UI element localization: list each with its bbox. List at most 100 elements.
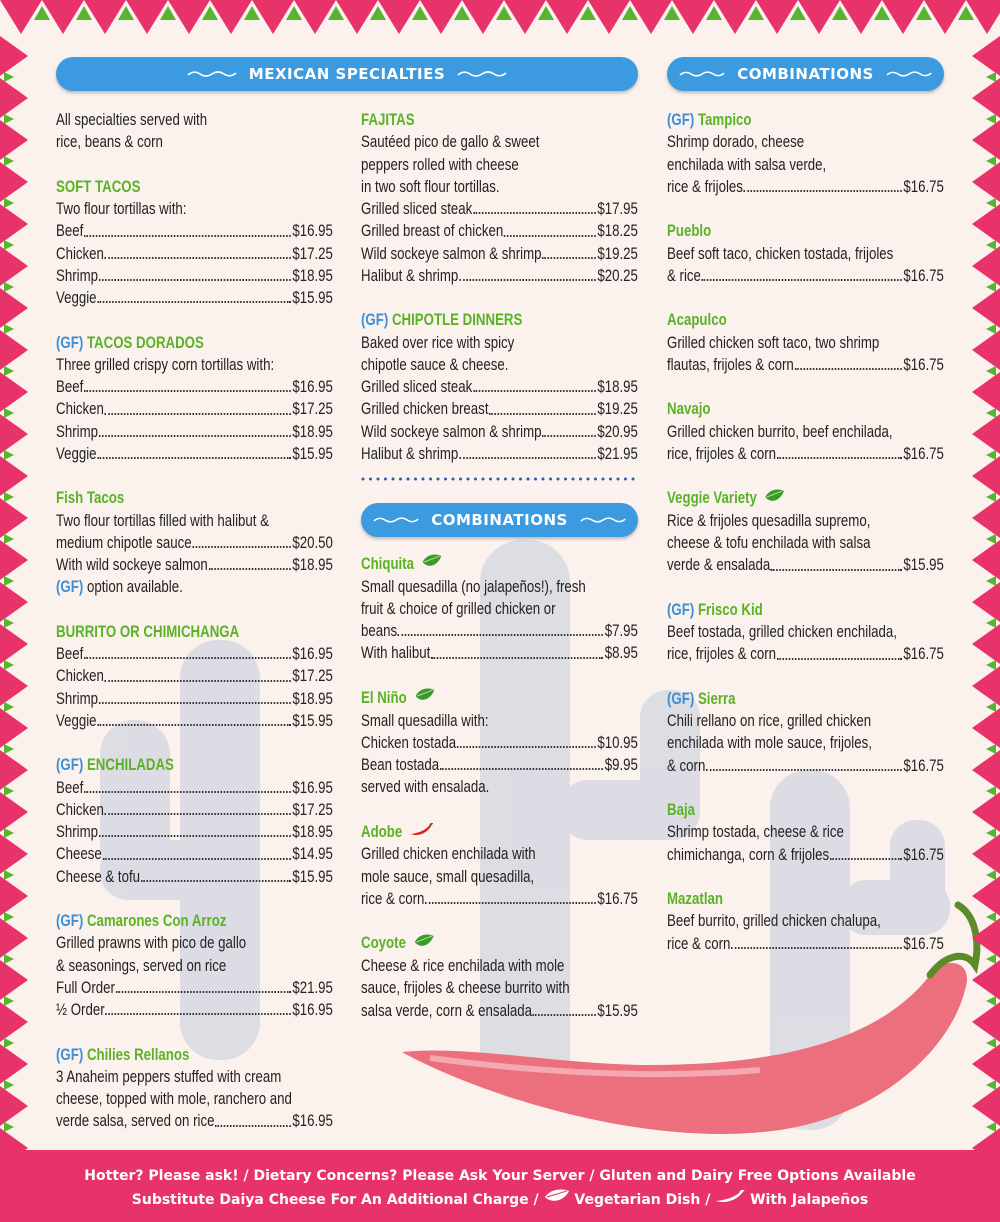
dot [391, 477, 395, 481]
triangle [972, 666, 1000, 706]
triangle [4, 912, 14, 922]
menu-item: Coyote Cheese & rice enchilada with mole s… [361, 932, 638, 1021]
triangle [966, 0, 1000, 34]
gf-tag: (GF) [56, 1044, 84, 1064]
row-label: Veggie [56, 443, 97, 463]
triangle [4, 1080, 14, 1090]
triangle [210, 0, 252, 34]
item-heading: Mazatlan [667, 888, 944, 910]
price: $15.95 [292, 288, 333, 307]
triangle [546, 0, 588, 34]
description: Shrimp tostada, cheese & rice [667, 822, 844, 842]
price: $17.95 [597, 199, 638, 218]
triangle [986, 618, 996, 628]
triangle [0, 0, 42, 34]
triangle [972, 498, 1000, 538]
triangle [986, 282, 996, 292]
triangle [986, 702, 996, 712]
item-name: El Niño [361, 687, 407, 707]
leader [98, 688, 291, 704]
leader [459, 265, 596, 281]
triangle [0, 162, 28, 202]
triangle [972, 918, 1000, 958]
item-name: Veggie Variety [667, 488, 757, 508]
leader [701, 265, 902, 281]
triangle [958, 6, 974, 20]
banner: MEXICAN SPECIALTIES [56, 57, 638, 91]
leaf-icon [544, 1189, 569, 1201]
triangle [4, 240, 14, 250]
triangle [972, 162, 1000, 202]
description: Beef burrito, grilled chicken chalupa, [667, 911, 881, 931]
price: $16.75 [903, 354, 944, 374]
triangle [0, 540, 28, 580]
footer-text: Vegetarian Dish / [574, 1192, 711, 1208]
gf-tag: (GF) [56, 332, 84, 352]
menu-item: (GF) ENCHILADAS Beef $16.95 Chicken $17.25 Sh… [56, 754, 333, 888]
footer-line: Substitute Daiya Cheese For An Additiona… [0, 1188, 1000, 1211]
triangle [286, 6, 302, 20]
price-row: & rice $16.75 [667, 265, 944, 287]
triangle [798, 0, 840, 34]
pepper-icon [410, 822, 434, 836]
description: Three grilled crispy corn tortillas with… [56, 354, 275, 374]
leader [84, 376, 291, 393]
dot [631, 477, 635, 481]
triangle [118, 6, 134, 20]
row-label: Cheese & tofu [56, 866, 141, 886]
leader [425, 888, 596, 905]
triangle [0, 372, 28, 412]
description: fruit & choice of grilled chicken or [361, 598, 556, 618]
gf-tag: (GF) [56, 577, 84, 597]
menu-item: (GF) Chilies Rellanos 3 Anaheim peppers s… [56, 1044, 333, 1133]
leader [706, 755, 902, 771]
triangle [0, 246, 28, 286]
triangle [972, 456, 1000, 496]
item-heading: Veggie Variety [667, 487, 944, 510]
item-heading: (GF) ENCHILADAS [56, 754, 333, 776]
price: $16.75 [903, 265, 944, 285]
row-label: Shrimp [56, 688, 99, 708]
banner-title: COMBINATIONS [431, 511, 568, 529]
dot [609, 477, 612, 481]
description: cheese & tofu enchilada with salsa [667, 533, 871, 553]
triangle [986, 450, 996, 460]
leader [439, 754, 604, 771]
wave [187, 71, 237, 77]
triangle [0, 120, 28, 160]
price-row: Beef $16.95 [56, 777, 333, 799]
triangle [4, 72, 14, 82]
price: $18.95 [292, 822, 333, 841]
item-heading: (GF) CHIPOTLE DINNERS [361, 309, 638, 331]
triangle [0, 834, 28, 874]
triangle [4, 324, 14, 334]
menu-item: Navajo Grilled chicken burrito, beef ench… [667, 398, 944, 465]
menu-item: All specialties served with rice, beans &… [56, 109, 333, 154]
item-heading: (GF) Camarones Con Arroz [56, 910, 333, 932]
triangle [4, 156, 14, 166]
price-row: Shrimp $18.95 [56, 821, 333, 843]
item-name: Fish Tacos [56, 488, 125, 508]
triangle [336, 0, 378, 34]
price-row: Chicken tostada $10.95 [361, 732, 638, 754]
triangle [0, 498, 28, 538]
price: $16.95 [292, 1000, 333, 1019]
price: $17.25 [292, 666, 333, 686]
triangle [4, 702, 14, 712]
price: $10.95 [597, 732, 638, 752]
triangle [916, 6, 932, 20]
dot [429, 477, 432, 481]
dot [549, 477, 552, 481]
triangle [328, 6, 344, 20]
triangle [756, 0, 798, 34]
icon [414, 687, 434, 709]
triangle [412, 6, 428, 20]
price: $20.25 [597, 265, 638, 285]
price-row: flautas, frijoles & corn $16.75 [667, 354, 944, 376]
item-heading: (GF) Frisco Kid [667, 599, 944, 621]
leader [98, 821, 291, 838]
menu-item: (GF) TACOS DORADOS Three grilled crispy c… [56, 332, 333, 466]
triangle [972, 204, 1000, 244]
triangle [986, 744, 996, 754]
